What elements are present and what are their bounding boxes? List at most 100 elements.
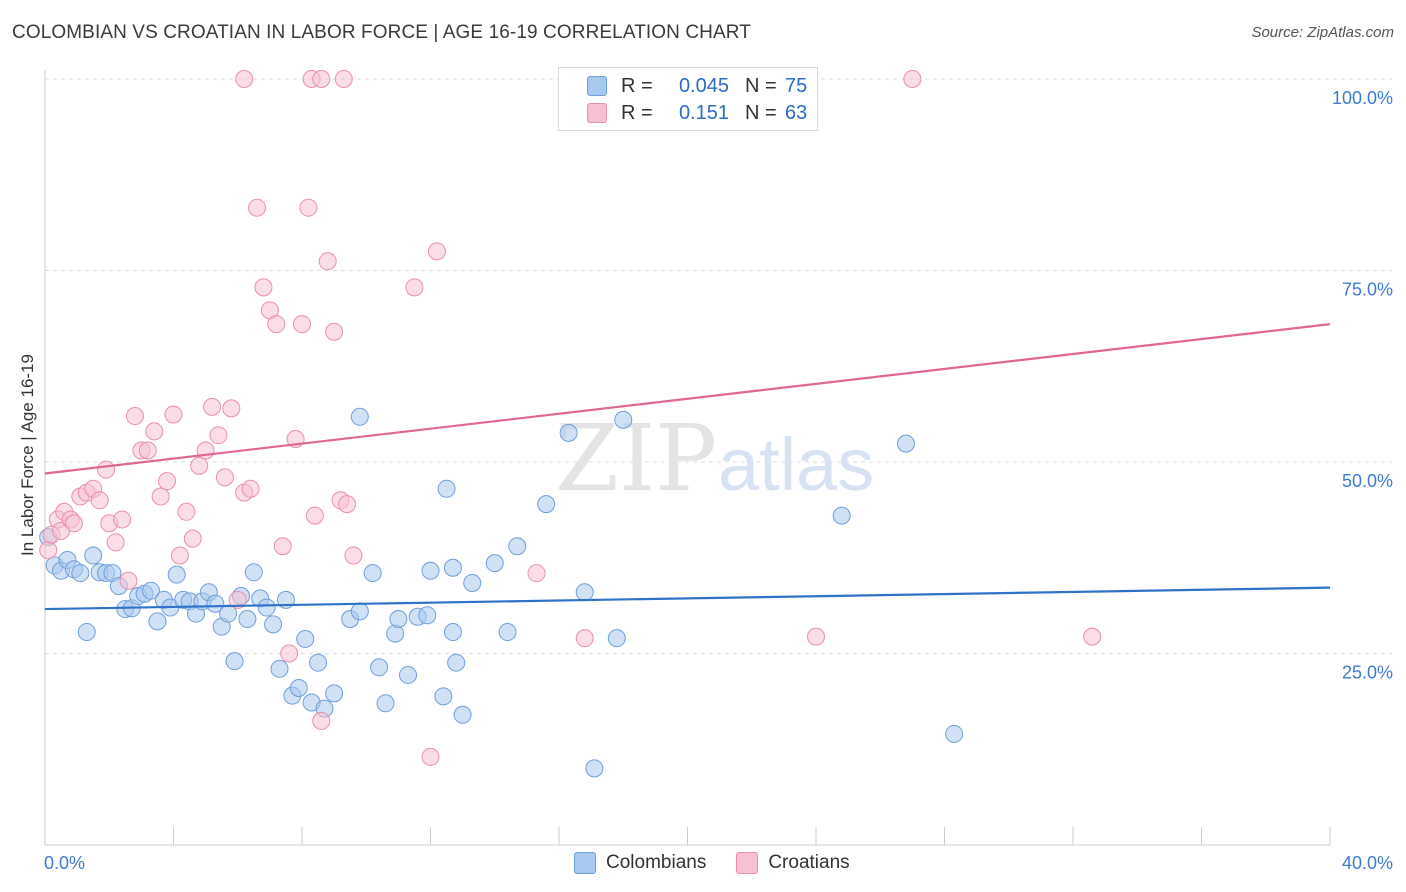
legend-r-label: R = <box>621 74 653 97</box>
point-croatians <box>158 472 177 491</box>
point-colombians <box>434 687 453 706</box>
point-croatians <box>190 456 209 475</box>
point-croatians <box>807 627 825 646</box>
source-label: Source: ZipAtlas.com <box>1251 24 1394 41</box>
point-colombians <box>309 653 328 672</box>
point-croatians <box>325 322 344 341</box>
trend-lines <box>44 323 1331 611</box>
correlation-legend: R = 0.045 N = 75 R = 0.151 N = 63 <box>558 67 818 131</box>
point-croatians <box>280 644 299 663</box>
point-croatians <box>405 278 424 297</box>
point-colombians <box>463 574 482 593</box>
point-croatians <box>235 70 254 88</box>
point-croatians <box>344 546 363 565</box>
series-label-croatians: Croatians <box>768 852 850 873</box>
point-colombians <box>485 554 504 573</box>
point-croatians <box>215 468 234 487</box>
point-colombians <box>421 561 440 580</box>
point-colombians <box>447 653 466 672</box>
point-croatians <box>575 629 594 648</box>
series-legend-croatians[interactable]: Croatians <box>736 852 850 874</box>
point-colombians <box>832 506 851 525</box>
point-croatians <box>138 441 157 460</box>
point-croatians <box>312 711 331 730</box>
point-colombians <box>389 610 408 629</box>
point-colombians <box>148 612 167 631</box>
point-colombians <box>945 724 964 743</box>
legend-n-label: N = <box>745 101 777 124</box>
y-tick-label: 100.0% <box>1332 88 1393 108</box>
point-colombians <box>289 678 308 697</box>
point-croatians <box>151 487 170 506</box>
point-colombians <box>206 594 225 613</box>
point-colombians <box>350 407 369 426</box>
point-colombians <box>167 565 186 584</box>
point-croatians <box>293 315 311 334</box>
point-croatians <box>334 70 353 88</box>
point-croatians <box>113 510 132 529</box>
point-colombians <box>585 759 604 778</box>
point-colombians <box>498 623 517 642</box>
point-croatians <box>209 426 228 445</box>
point-colombians <box>370 658 389 677</box>
chart-title: COLOMBIAN VS CROATIAN IN LABOR FORCE | A… <box>12 22 751 43</box>
point-colombians <box>559 423 578 442</box>
point-croatians <box>125 407 144 426</box>
point-croatians <box>254 278 273 297</box>
legend-swatch-croatians <box>587 103 607 123</box>
y-tick-label: 75.0% <box>1342 280 1393 300</box>
trend-line-colombians <box>44 586 1331 611</box>
point-croatians <box>241 479 260 498</box>
point-colombians <box>399 665 418 684</box>
legend-n-value: 75 <box>785 74 808 97</box>
point-croatians <box>267 315 286 334</box>
legend-r-label: R = <box>621 101 653 124</box>
point-colombians <box>350 602 369 621</box>
point-colombians <box>71 564 90 583</box>
point-croatians <box>203 397 222 416</box>
point-colombians <box>296 629 315 648</box>
point-colombians <box>453 705 472 724</box>
point-croatians <box>39 541 58 560</box>
point-croatians <box>90 491 109 510</box>
point-croatians <box>64 514 83 533</box>
point-croatians <box>177 502 196 521</box>
legend-row-croatians: R = 0.151 N = 63 <box>587 100 807 126</box>
point-colombians <box>270 659 289 678</box>
point-colombians <box>575 583 594 602</box>
legend-n-label: N = <box>745 74 777 97</box>
legend-r-value: 0.045 <box>678 74 729 97</box>
x-tick-label-max: 40.0% <box>1342 853 1393 873</box>
point-colombians <box>84 546 103 565</box>
watermark-atlas: atlas <box>718 423 874 506</box>
gridlines <box>45 78 1392 654</box>
point-colombians <box>363 564 382 583</box>
point-colombians <box>376 694 395 713</box>
series-swatch-croatians <box>736 852 759 874</box>
watermark-zip: ZIP <box>555 405 717 512</box>
point-colombians <box>418 606 437 625</box>
y-tick-label: 25.0% <box>1342 663 1393 683</box>
point-croatians <box>170 546 189 565</box>
series-legend-colombians[interactable]: Colombians <box>574 852 706 874</box>
point-croatians <box>97 460 116 479</box>
point-colombians <box>896 434 915 453</box>
point-croatians <box>222 399 241 418</box>
trend-line-croatians <box>44 323 1331 475</box>
series-legend: Colombians Croatians <box>574 852 880 874</box>
series-label-colombians: Colombians <box>606 852 707 873</box>
legend-n-value: 63 <box>785 101 808 124</box>
point-croatians <box>248 198 267 217</box>
point-croatians <box>164 405 183 424</box>
point-croatians <box>145 422 164 441</box>
point-colombians <box>537 495 556 514</box>
legend-swatch-colombians <box>587 76 607 96</box>
point-colombians <box>443 558 462 577</box>
point-croatians <box>119 571 138 590</box>
point-colombians <box>386 624 405 643</box>
point-colombians <box>614 410 633 429</box>
point-croatians <box>228 590 247 609</box>
point-croatians <box>427 242 446 261</box>
point-croatians <box>1083 627 1102 646</box>
point-croatians <box>305 506 324 525</box>
